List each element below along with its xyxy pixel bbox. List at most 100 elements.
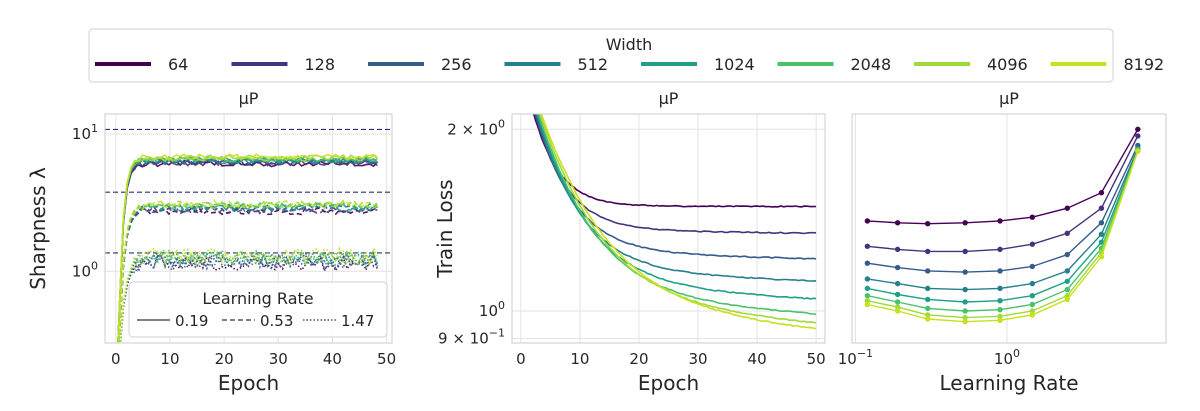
plot-area <box>532 114 817 330</box>
lr-sweep-point-w256 <box>1064 251 1070 258</box>
panel-title: μP <box>239 89 259 108</box>
sharpness-line-lr1.47-w8192 <box>119 245 379 343</box>
lr-sweep-point-w512 <box>1029 280 1036 287</box>
lr-sweep-point-w128 <box>924 248 931 255</box>
axes-frame <box>104 113 393 344</box>
lr-sweep-point-w256 <box>1029 263 1036 270</box>
x-axis-label: Learning Rate <box>939 371 1078 395</box>
lr-sweep-point-w4096 <box>962 314 968 321</box>
lr-sweep-point-w512 <box>1064 268 1070 274</box>
lr-legend-label-0.19: 0.19 <box>175 312 208 330</box>
x-axis-label: Epoch <box>638 371 699 395</box>
x-tick-label: 0 <box>111 350 121 368</box>
x-tick-label: 10−1 <box>838 347 873 368</box>
lr-sweep-line-w64 <box>867 128 1139 225</box>
lr-legend-frame <box>128 281 388 338</box>
panel-2: 0 10 20 30 40 50 2 × 100 100 9 × 10−1 μP Epoch Trai… <box>433 89 826 395</box>
sharpness-line-lr0.19-w8192 <box>117 153 378 343</box>
y-tick-label: 101 <box>72 122 98 143</box>
lr-sweep-point-w64 <box>1098 190 1105 196</box>
lr-sweep-point-w128 <box>1029 241 1036 247</box>
lr-sweep-point-w256 <box>962 269 968 275</box>
lr-sweep-point-w64 <box>1064 205 1070 211</box>
lr-sweep-point-w512 <box>997 285 1003 292</box>
lr-sweep-point-w2048 <box>997 306 1003 313</box>
lr-sweep-point-w4096 <box>864 297 871 304</box>
loss-line-w256 <box>534 114 817 260</box>
legend-label-64: 64 <box>168 55 188 74</box>
legend-label-2048: 2048 <box>851 55 892 74</box>
lr-sweep-point-w128 <box>962 248 968 255</box>
legend-label-256: 256 <box>441 55 472 74</box>
lr-sweep-line-w128 <box>867 135 1139 253</box>
lr-sweep-point-w8192 <box>864 301 871 308</box>
lr-sweep-point-w128 <box>1064 230 1070 236</box>
loss-line-w2048 <box>537 114 817 315</box>
lr-sweep-point-w128 <box>1135 133 1141 139</box>
lr-sweep-point-w256 <box>924 268 931 274</box>
x-tick-label: 30 <box>269 350 288 368</box>
lr-sweep-point-w2048 <box>1029 301 1036 308</box>
legend-frame <box>88 28 1114 83</box>
lr-sweep-point-w256 <box>997 268 1003 274</box>
x-tick-label: 30 <box>688 350 707 368</box>
lr-sweep-point-w8192 <box>1064 296 1070 303</box>
loss-line-w1024 <box>536 114 817 300</box>
y-tick-label: 100 <box>72 259 98 280</box>
lr-sweep-point-w128 <box>864 243 871 249</box>
x-tick-label: 40 <box>323 350 342 368</box>
lr-sweep-point-w64 <box>894 220 901 226</box>
lr-sweep-point-w1024 <box>1029 293 1036 299</box>
lr-sweep-point-w1024 <box>894 291 901 298</box>
lr-sweep-point-w64 <box>864 218 871 224</box>
lr-legend-label-1.47: 1.47 <box>341 312 374 330</box>
lr-sweep-point-w64 <box>1029 214 1036 220</box>
lr-sweep-point-w512 <box>962 286 968 293</box>
x-tick-label: 50 <box>377 350 396 368</box>
lr-sweep-point-w64 <box>924 221 931 227</box>
lr-sweep-point-w64 <box>997 218 1003 224</box>
lr-legend-title: Learning Rate <box>202 289 313 308</box>
lr-sweep-point-w512 <box>1098 231 1105 237</box>
loss-line-w64 <box>532 114 817 208</box>
lr-sweep-point-w128 <box>894 246 901 253</box>
lr-sweep-point-w1024 <box>962 299 968 305</box>
lr-sweep-point-w512 <box>864 276 871 282</box>
lr-sweep-point-w512 <box>924 285 931 292</box>
panel-1: 0 10 20 30 40 50 100 101 μP Epoch Sharpness λ Learn… <box>26 89 396 395</box>
sharpness-line-lr1.47-w64 <box>119 253 379 343</box>
x-axis-label: Epoch <box>218 371 279 395</box>
lr-sweep-point-w8192 <box>997 317 1003 324</box>
y-tick-label: 100 <box>479 299 505 320</box>
lr-sweep-point-w1024 <box>1064 278 1070 284</box>
lr-sweep-point-w8192 <box>962 318 968 325</box>
y-tick-label: 9 × 10−1 <box>438 327 505 348</box>
y-tick-label: 2 × 100 <box>447 117 505 138</box>
sharpness-line-lr0.53-w8192 <box>117 199 378 343</box>
legend-label-4096: 4096 <box>987 55 1028 74</box>
legend-label-1024: 1024 <box>714 55 755 74</box>
panel-3: 10−1 100 μP Learning Rate <box>838 89 1167 395</box>
axes-frame <box>851 113 1167 344</box>
lr-sweep-point-w64 <box>962 220 968 226</box>
lr-sweep-point-w2048 <box>1064 286 1070 293</box>
sharpness-line-lr0.53-w64 <box>118 206 378 343</box>
lr-sweep-point-w8192 <box>1135 148 1141 154</box>
x-tick-label: 40 <box>748 350 767 368</box>
lr-sweep-point-w128 <box>997 246 1003 253</box>
loss-line-w8192 <box>540 114 817 330</box>
lr-legend: Learning Rate 0.19 0.53 1.47 <box>128 281 388 338</box>
lr-sweep-point-w1024 <box>924 296 931 303</box>
lr-sweep-line-w4096 <box>867 150 1139 319</box>
axes-frame <box>511 113 826 344</box>
panel-title: μP <box>659 89 679 108</box>
lr-sweep-point-w4096 <box>1029 308 1036 314</box>
lr-sweep-point-w256 <box>864 260 871 266</box>
lr-sweep-point-w64 <box>1135 126 1141 132</box>
y-axis-label: Train Loss <box>433 179 457 278</box>
x-tick-label: 100 <box>994 347 1020 368</box>
lr-sweep-point-w256 <box>1098 220 1105 226</box>
y-axis-label: Sharpness λ <box>26 167 50 290</box>
lr-sweep-point-w2048 <box>864 293 871 299</box>
